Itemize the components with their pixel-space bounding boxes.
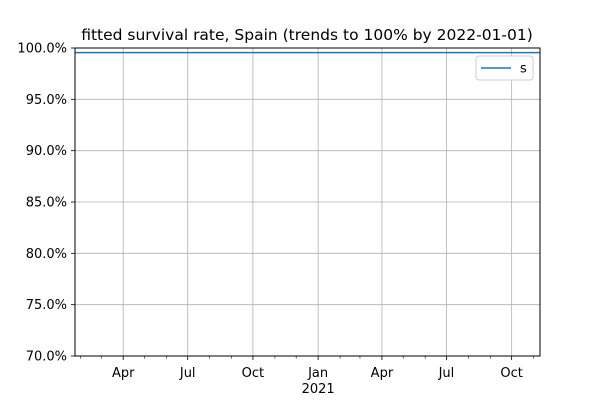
x-tick-label: Jul	[438, 366, 455, 381]
legend-label-s: s	[520, 62, 527, 77]
y-tick-label: 70.0%	[26, 350, 67, 365]
x-tick-label: Oct	[242, 366, 264, 381]
y-tick-label: 95.0%	[26, 93, 67, 108]
x-tick-label: Apr	[112, 366, 135, 381]
x-year-label: 2021	[302, 382, 335, 397]
chart-title: fitted survival rate, Spain (trends to 1…	[81, 26, 533, 44]
y-tick-label: 100.0%	[17, 42, 67, 57]
ticks-layer: 70.0% 75.0% 80.0% 85.0% 90.0% 95.0% 100.0% Apr J…	[17, 42, 534, 397]
x-tick-label: Oct	[500, 366, 522, 381]
x-tick-label: Jan	[307, 366, 328, 381]
y-tick-label: 75.0%	[26, 298, 67, 313]
y-tick-label: 90.0%	[26, 144, 67, 159]
y-tick-label: 80.0%	[26, 247, 67, 262]
legend: s	[475, 55, 534, 81]
x-tick-label: Apr	[371, 366, 394, 381]
x-tick-label: Jul	[179, 366, 196, 381]
grid-layer	[75, 47, 540, 357]
y-tick-label: 85.0%	[26, 196, 67, 211]
